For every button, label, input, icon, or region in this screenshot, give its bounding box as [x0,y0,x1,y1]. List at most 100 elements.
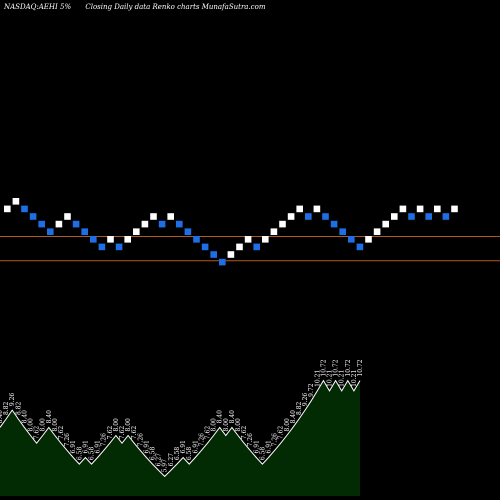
price-label: 10.21 [327,370,334,387]
renko-brick-up [107,236,114,243]
price-label: 8.82 [15,401,22,415]
renko-brick-up [4,205,11,213]
renko-brick-down [201,243,209,251]
price-label: 6.91 [180,440,187,453]
price-label: 7.26 [198,433,205,447]
price-label: 8.00 [223,418,230,432]
price-label: 8.00 [211,418,218,432]
renko-brick-down [348,236,355,243]
price-label: 7.62 [205,426,212,440]
price-label: 9.26 [302,393,309,407]
renko-brick-up [382,220,389,228]
price-label: 6.91 [82,440,89,453]
renko-brick-up [12,198,20,205]
renko-brick-up [434,205,441,213]
renko-brick-down [184,228,192,235]
price-label: 6.58 [89,447,96,461]
price-label: 8.40 [229,410,236,424]
price-label: 8.82 [3,401,10,415]
price-label: 8.00 [284,418,291,432]
price-area-line [0,379,361,478]
price-label: 7.62 [34,426,41,440]
renko-brick-down [210,251,217,258]
renko-brick-up [365,236,372,243]
price-label: 7.62 [107,426,114,440]
renko-brick-down [339,228,346,235]
price-label: 8.00 [235,418,242,432]
price-label: 7.26 [101,433,108,447]
price-label: 6.91 [192,440,199,453]
price-label: 6.91 [143,440,150,453]
price-labels: 8.408.829.268.828.408.007.628.008.408.00… [0,359,364,472]
chart-description: Closing Daily data Renko charts MunafaSu… [85,3,265,11]
price-label: 6.58 [259,447,266,461]
renko-brick-down [408,213,415,220]
price-label: 8.00 [40,418,47,432]
price-label: 6.58 [76,447,83,461]
renko-brick-up [391,213,398,220]
renko-brick-up [64,213,71,220]
price-label: 6.91 [70,440,77,453]
price-area-fill [0,380,360,496]
renko-brick-down [47,228,54,235]
renko-brick-down [115,243,123,251]
price-label: 10.72 [357,359,364,376]
renko-brick-up [399,205,407,213]
price-label: 8.00 [28,418,35,432]
renko-bricks [4,198,458,266]
price-label: 7.62 [241,426,248,440]
renko-brick-up [296,205,303,213]
price-label: 10.72 [320,359,327,376]
price-label: 6.58 [174,447,181,461]
price-label: 7.26 [137,433,144,447]
price-label: 6.91 [95,440,102,453]
price-area-panel [0,379,361,496]
brick-percent: 5% [60,3,71,11]
renko-brick-up [150,213,157,220]
renko-brick-up [270,228,278,235]
renko-brick-down [98,243,106,251]
price-label: 9.26 [9,393,16,407]
price-label: 10.72 [333,359,340,376]
price-label: 6.58 [186,447,193,461]
price-label: 10.21 [314,370,321,387]
price-label: 8.40 [21,410,28,424]
renko-brick-up [373,228,381,235]
renko-brick-down [330,220,338,228]
price-label: 8.40 [46,410,53,424]
renko-brick-down [38,220,45,228]
price-label: 6.91 [253,440,260,453]
renko-brick-down [72,220,80,228]
renko-brick-down [193,236,200,243]
price-label: 8.82 [296,401,303,415]
renko-brick-up [227,251,235,258]
renko-brick-up [287,213,295,220]
price-label: 6.27 [168,453,175,467]
price-label: 7.26 [272,433,279,447]
renko-brick-down [442,213,450,220]
price-label: 8.00 [125,418,132,432]
price-label: 8.00 [113,418,120,432]
renko-brick-down [425,213,432,220]
renko-brick-down [305,213,312,220]
price-label: 7.62 [119,426,126,440]
renko-brick-down [90,236,97,243]
price-label: 6.58 [150,447,157,461]
price-label: 10.72 [345,359,352,376]
price-label: 8.00 [52,418,59,432]
renko-brick-up [451,205,458,213]
renko-brick-down [29,213,37,220]
price-label: 9.72 [308,383,315,397]
renko-brick-down [322,213,329,220]
renko-brick-down [81,228,88,235]
renko-brick-up [313,205,321,213]
price-label: 6.27 [156,453,163,467]
price-label: 6.91 [266,440,273,453]
renko-brick-up [244,236,252,243]
renko-brick-up [279,220,286,228]
price-label: 7.62 [278,426,285,440]
renko-brick-down [176,220,183,228]
renko-brick-up [262,236,269,243]
renko-brick-up [55,220,63,228]
ticker-symbol: NASDAQ:AEHI [3,3,58,11]
